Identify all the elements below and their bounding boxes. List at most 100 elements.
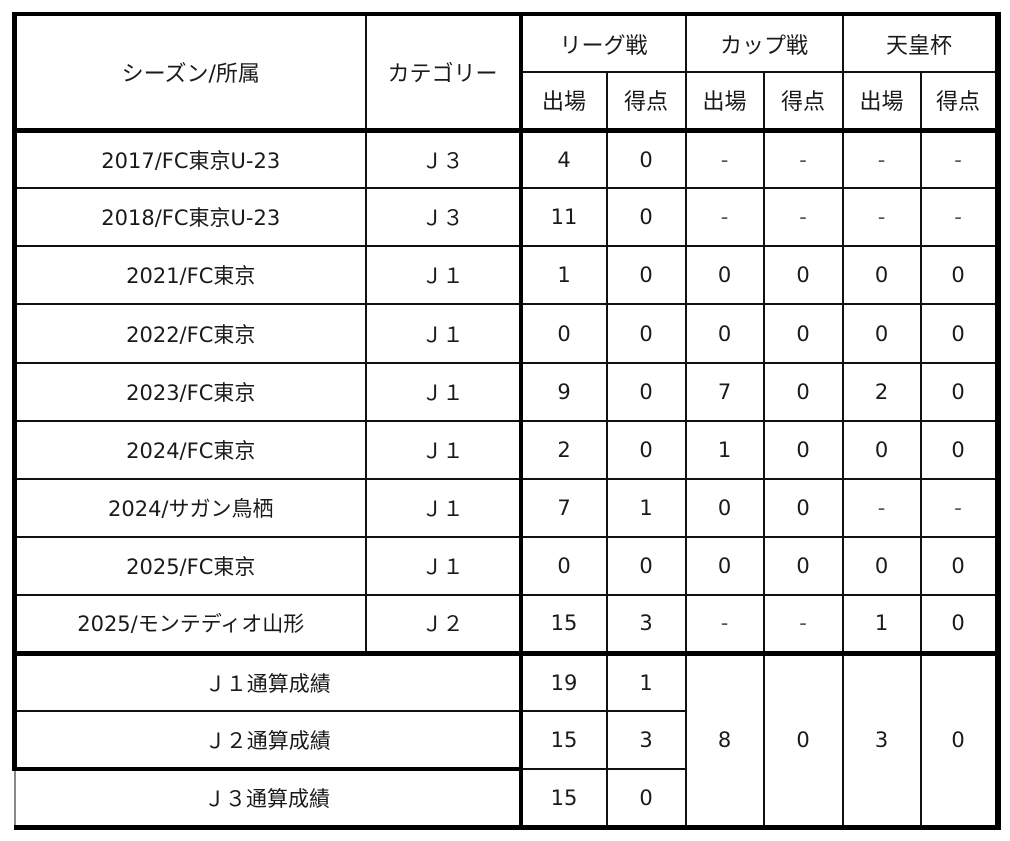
category-cell: Ｊ１ bbox=[364, 535, 522, 596]
season-cell: 2017/FC東京U-23 bbox=[12, 129, 367, 190]
table-row: 2024/サガン鳥栖 Ｊ１ 7 1 0 0 - - bbox=[12, 477, 1001, 538]
emperor-apps-cell: 0 bbox=[841, 245, 922, 306]
total-label-j1: Ｊ１通算成績 bbox=[12, 652, 522, 713]
cup-apps-cell: 0 bbox=[684, 477, 765, 538]
cup-goals-cell: 0 bbox=[762, 419, 844, 480]
cup-apps-cell: - bbox=[684, 593, 765, 656]
table-row: 2018/FC東京U-23 Ｊ３ 11 0 - - - - bbox=[12, 187, 1001, 248]
season-cell: 2021/FC東京 bbox=[12, 245, 367, 306]
total-league-goals-cell: 1 bbox=[605, 652, 687, 713]
season-cell: 2024/FC東京 bbox=[12, 419, 367, 480]
player-stats-table: シーズン/所属 カテゴリー リーグ戦 カップ戦 天皇杯 出場 得点 出場 得点 … bbox=[12, 11, 1001, 831]
cup-apps-cell: 1 bbox=[684, 419, 765, 480]
header-cup-apps: 出場 bbox=[684, 71, 765, 133]
total-league-goals-cell: 0 bbox=[605, 768, 687, 831]
header-category: カテゴリー bbox=[364, 11, 522, 133]
total-league-goals-cell: 3 bbox=[605, 710, 687, 771]
season-cell: 2024/サガン鳥栖 bbox=[12, 477, 367, 538]
totals-row: Ｊ２通算成績 15 3 bbox=[12, 710, 998, 772]
emperor-goals-cell: 0 bbox=[919, 245, 1001, 306]
league-apps-cell: 11 bbox=[518, 187, 608, 248]
category-cell: Ｊ２ bbox=[364, 593, 522, 656]
league-goals-cell: 0 bbox=[605, 187, 687, 248]
cup-apps-cell: 0 bbox=[684, 303, 765, 364]
totals-row: Ｊ１通算成績 19 1 8 0 3 0 bbox=[12, 652, 1001, 831]
emperor-apps-cell: 0 bbox=[841, 419, 922, 480]
category-cell: Ｊ３ bbox=[364, 187, 522, 248]
category-cell: Ｊ１ bbox=[364, 245, 522, 306]
category-cell: Ｊ１ bbox=[364, 477, 522, 538]
emperor-apps-cell: 0 bbox=[841, 303, 922, 364]
table-row: 2017/FC東京U-23 Ｊ３ 4 0 - - - - bbox=[12, 129, 1001, 190]
emperor-goals-cell: - bbox=[919, 187, 1001, 248]
league-apps-cell: 0 bbox=[518, 535, 608, 596]
totals-row: Ｊ３通算成績 15 0 bbox=[13, 768, 998, 831]
header-league-goals: 得点 bbox=[605, 71, 687, 133]
cup-goals-cell: 0 bbox=[762, 535, 844, 596]
cup-goals-cell: - bbox=[762, 187, 844, 248]
league-apps-cell: 9 bbox=[518, 361, 608, 422]
season-cell: 2023/FC東京 bbox=[12, 361, 367, 422]
total-emperor-apps-cell: 3 bbox=[841, 652, 922, 831]
emperor-apps-cell: 2 bbox=[841, 361, 922, 422]
header-emperors-cup: 天皇杯 bbox=[841, 11, 1001, 74]
league-apps-cell: 1 bbox=[518, 245, 608, 306]
season-cell: 2025/モンテディオ山形 bbox=[12, 593, 367, 656]
emperor-apps-cell: - bbox=[841, 477, 922, 538]
league-apps-cell: 15 bbox=[518, 593, 608, 656]
emperor-apps-cell: - bbox=[841, 187, 922, 248]
league-goals-cell: 0 bbox=[605, 245, 687, 306]
cup-apps-cell: 0 bbox=[684, 535, 765, 596]
header-emperor-goals: 得点 bbox=[919, 71, 1001, 133]
emperor-apps-cell: - bbox=[841, 129, 922, 190]
header-league: リーグ戦 bbox=[518, 11, 687, 74]
emperor-goals-cell: 0 bbox=[919, 303, 1001, 364]
header-row-sub: 出場 得点 出場 得点 出場 得点 bbox=[15, 71, 1001, 133]
header-cup-goals: 得点 bbox=[762, 71, 844, 133]
league-goals-cell: 1 bbox=[605, 477, 687, 538]
emperor-goals-cell: - bbox=[919, 477, 1001, 538]
header-season-club: シーズン/所属 bbox=[12, 11, 367, 133]
emperor-apps-cell: 1 bbox=[841, 593, 922, 656]
emperor-goals-cell: 0 bbox=[919, 361, 1001, 422]
cup-apps-cell: 0 bbox=[684, 245, 765, 306]
season-cell: 2022/FC東京 bbox=[12, 303, 367, 364]
total-label-j3: Ｊ３通算成績 bbox=[13, 768, 522, 831]
header-cup: カップ戦 bbox=[684, 11, 844, 74]
emperor-goals-cell: 0 bbox=[919, 419, 1001, 480]
total-league-apps-cell: 19 bbox=[518, 652, 608, 713]
league-goals-cell: 0 bbox=[605, 129, 687, 190]
total-league-apps-cell: 15 bbox=[518, 710, 608, 771]
league-apps-cell: 0 bbox=[518, 303, 608, 364]
table-row: 2023/FC東京 Ｊ１ 9 0 7 0 2 0 bbox=[12, 361, 1001, 422]
total-cup-apps-cell: 8 bbox=[684, 652, 765, 831]
cup-apps-cell: 7 bbox=[684, 361, 765, 422]
league-goals-cell: 0 bbox=[605, 535, 687, 596]
emperor-goals-cell: 0 bbox=[919, 593, 1001, 656]
season-cell: 2025/FC東京 bbox=[12, 535, 367, 596]
league-apps-cell: 4 bbox=[518, 129, 608, 190]
header-row-groups: シーズン/所属 カテゴリー リーグ戦 カップ戦 天皇杯 bbox=[12, 11, 1001, 133]
header-league-apps: 出場 bbox=[518, 71, 608, 133]
emperor-apps-cell: 0 bbox=[841, 535, 922, 596]
league-goals-cell: 3 bbox=[605, 593, 687, 656]
table-row: 2021/FC東京 Ｊ１ 1 0 0 0 0 0 bbox=[12, 245, 1001, 306]
total-league-apps-cell: 15 bbox=[518, 768, 608, 831]
category-cell: Ｊ１ bbox=[364, 303, 522, 364]
league-goals-cell: 0 bbox=[605, 361, 687, 422]
total-label-j2: Ｊ２通算成績 bbox=[12, 710, 522, 772]
total-emperor-goals-cell: 0 bbox=[919, 652, 1001, 831]
emperor-goals-cell: 0 bbox=[919, 535, 1001, 596]
category-cell: Ｊ１ bbox=[364, 419, 522, 480]
table-row: 2022/FC東京 Ｊ１ 0 0 0 0 0 0 bbox=[12, 303, 1001, 364]
emperor-goals-cell: - bbox=[919, 129, 1001, 190]
league-goals-cell: 0 bbox=[605, 303, 687, 364]
category-cell: Ｊ３ bbox=[364, 129, 522, 190]
total-cup-goals-cell: 0 bbox=[762, 652, 844, 831]
header-emperor-apps: 出場 bbox=[841, 71, 922, 133]
cup-goals-cell: 0 bbox=[762, 303, 844, 364]
league-goals-cell: 0 bbox=[605, 419, 687, 480]
cup-apps-cell: - bbox=[684, 187, 765, 248]
cup-apps-cell: - bbox=[684, 129, 765, 190]
cup-goals-cell: - bbox=[762, 593, 844, 656]
